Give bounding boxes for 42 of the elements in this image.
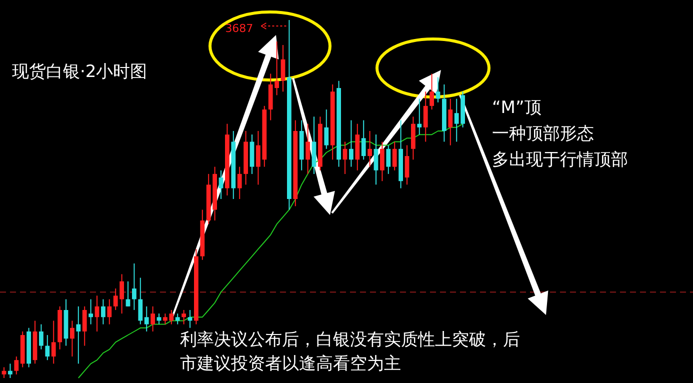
candlestick <box>349 120 354 168</box>
candlestick <box>280 44 286 92</box>
text: 现货白银·2小时图 <box>12 61 148 84</box>
text: 多出现于行情顶部 <box>492 149 628 172</box>
candlestick <box>144 306 149 332</box>
candlestick <box>126 280 130 307</box>
candlestick <box>14 356 19 375</box>
candlestick <box>306 123 310 174</box>
candlestick <box>361 120 366 160</box>
candlestick <box>324 109 329 150</box>
candlestick <box>101 298 106 325</box>
candlestick <box>237 166 242 200</box>
candlestick <box>51 320 56 364</box>
candlestick <box>182 309 186 325</box>
candlestick <box>82 306 87 346</box>
annotation: 利率决议公布后，白银没有实质性上突破，后市建议投资者以逢高看空为主 <box>180 329 520 376</box>
candlestick <box>150 306 155 332</box>
text: 一种顶部形态 <box>492 123 594 146</box>
candlestick <box>138 277 143 325</box>
candlestick <box>423 91 428 142</box>
annotation: 3687 <box>225 22 254 35</box>
candlestick <box>404 144 410 186</box>
candlestick <box>448 98 453 146</box>
candlestick <box>8 363 12 378</box>
candlestick <box>380 141 384 182</box>
candlestick <box>430 73 434 110</box>
candlestick <box>392 141 397 171</box>
candlestick <box>107 298 112 325</box>
candlestick <box>374 134 378 186</box>
candlestick <box>175 313 180 325</box>
candlestick <box>436 76 440 103</box>
candlestick <box>45 334 50 361</box>
candlestick <box>76 306 81 364</box>
candlestick <box>88 298 93 325</box>
candlestick <box>39 324 44 350</box>
candlestick <box>368 130 372 168</box>
candlestick <box>218 170 224 200</box>
candlestick <box>417 98 422 136</box>
candlestick <box>386 144 391 174</box>
candlestick <box>132 262 136 310</box>
candlestick <box>70 320 74 358</box>
text: “M”顶 <box>492 97 542 120</box>
